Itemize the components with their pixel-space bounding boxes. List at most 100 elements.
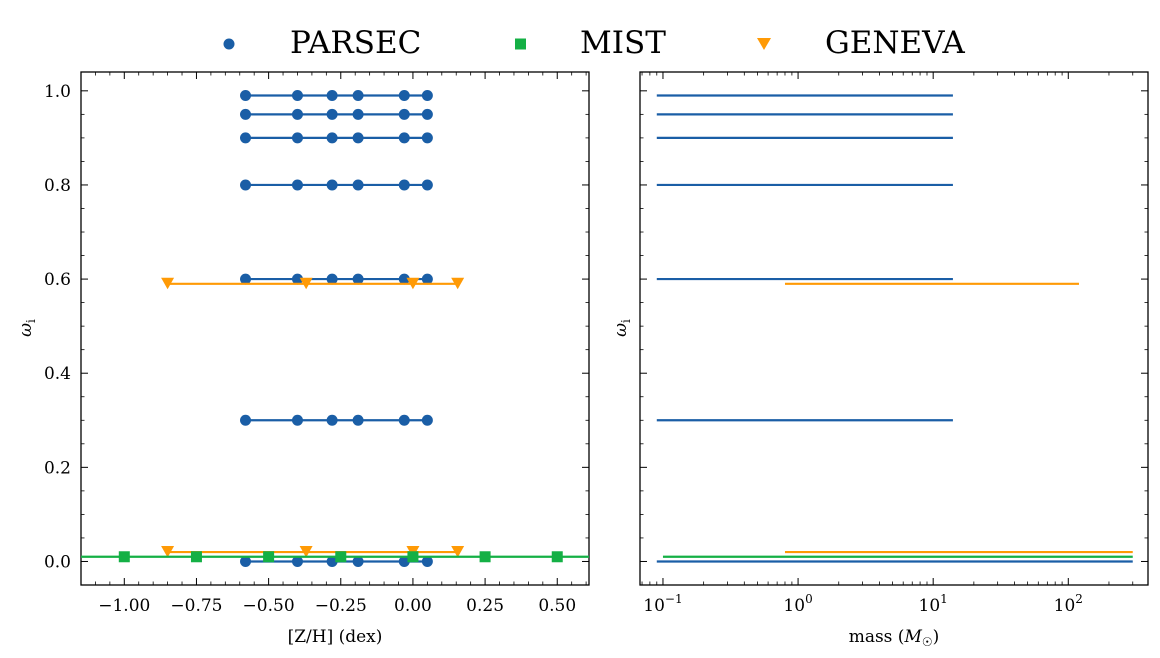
- svg-text:ωi: ωi: [611, 319, 633, 337]
- left-y-axis-label: ωi: [16, 319, 38, 337]
- parsec-point: [352, 179, 364, 191]
- right-panel: 10−1 100 101 102 mass (M☉) ωi: [611, 71, 1149, 649]
- geneva-point: [299, 546, 313, 558]
- mist-point: [551, 551, 563, 563]
- parsec-point: [398, 273, 410, 285]
- parsec-point: [291, 179, 303, 191]
- left-x-tick-label: −0.50: [243, 596, 295, 616]
- parsec-point: [421, 132, 433, 144]
- parsec-point: [398, 108, 410, 120]
- parsec-point: [291, 555, 303, 567]
- left-tick-labels: −1.00 −0.75 −0.50 −0.25 0.00 0.25 0.50 0.0 0.2 0.…: [44, 82, 576, 616]
- left-x-tick-label: −0.75: [170, 596, 222, 616]
- parsec-point: [240, 273, 252, 285]
- parsec-point: [421, 273, 433, 285]
- parsec-point: [240, 108, 252, 120]
- left-x-tick-label: −1.00: [98, 596, 150, 616]
- mist-point: [263, 551, 275, 563]
- left-series-mist: [81, 551, 589, 563]
- parsec-point: [398, 414, 410, 426]
- geneva-point: [161, 546, 175, 558]
- right-x-tick-label: 101: [919, 592, 948, 616]
- left-x-tick-label: −0.25: [315, 596, 367, 616]
- left-data: [81, 90, 589, 567]
- left-y-tick-label: 0.4: [44, 364, 71, 384]
- parsec-point: [291, 108, 303, 120]
- geneva-point: [451, 277, 465, 290]
- geneva-point: [161, 277, 175, 290]
- parsec-point: [352, 108, 364, 120]
- right-plot-frame: [639, 71, 1149, 586]
- left-plot-frame: [80, 71, 590, 586]
- parsec-point: [240, 132, 252, 144]
- parsec-point: [421, 90, 433, 102]
- parsec-point: [326, 108, 338, 120]
- parsec-point: [421, 179, 433, 191]
- parsec-point: [291, 132, 303, 144]
- left-y-tick-label: 0.0: [44, 552, 71, 572]
- legend-marker-geneva: [757, 38, 771, 50]
- parsec-point: [398, 555, 410, 567]
- right-series-parsec: [656, 94, 1133, 563]
- parsec-point: [291, 273, 303, 285]
- legend-marker-parsec: [223, 38, 235, 50]
- parsec-point: [352, 555, 364, 567]
- parsec-point: [326, 179, 338, 191]
- right-x-tick-label: 102: [1054, 592, 1083, 616]
- parsec-point: [352, 132, 364, 144]
- mist-point: [335, 551, 347, 563]
- parsec-point: [421, 555, 433, 567]
- right-x-tick-label: 10−1: [643, 592, 682, 616]
- left-y-tick-label: 0.8: [44, 176, 71, 196]
- right-series-geneva: [784, 282, 1133, 554]
- left-series-parsec: [240, 90, 433, 567]
- left-panel: −1.00 −0.75 −0.50 −0.25 0.00 0.25 0.50 0.0 0.2 0.…: [16, 71, 590, 647]
- parsec-point: [352, 414, 364, 426]
- parsec-point: [240, 179, 252, 191]
- parsec-point: [421, 108, 433, 120]
- parsec-point: [352, 90, 364, 102]
- right-x-tick-label: 100: [783, 592, 812, 616]
- parsec-point: [326, 132, 338, 144]
- legend: PARSEC MIST GENEVA: [223, 25, 965, 61]
- left-x-tick-label: 0.50: [538, 596, 576, 616]
- svg-text:ωi: ωi: [16, 319, 38, 337]
- parsec-point: [352, 273, 364, 285]
- right-x-axis-label: mass (M☉): [849, 627, 940, 649]
- left-ticks: [80, 72, 589, 586]
- legend-label-parsec: PARSEC: [290, 25, 421, 61]
- parsec-point: [398, 179, 410, 191]
- parsec-point: [240, 414, 252, 426]
- mist-point: [118, 551, 130, 563]
- left-x-tick-label: 0.25: [466, 596, 504, 616]
- geneva-point: [451, 546, 465, 558]
- parsec-point: [326, 90, 338, 102]
- left-series-geneva: [161, 277, 465, 558]
- mist-point: [407, 551, 419, 563]
- mist-point: [479, 551, 491, 563]
- right-data: [656, 94, 1133, 563]
- right-ticks: [640, 72, 1148, 586]
- left-y-tick-label: 0.2: [44, 458, 71, 478]
- left-y-tick-label: 1.0: [44, 82, 71, 102]
- left-x-axis-label: [Z/H] (dex): [288, 627, 383, 647]
- parsec-point: [326, 414, 338, 426]
- right-tick-labels: 10−1 100 101 102: [643, 592, 1083, 616]
- parsec-point: [291, 414, 303, 426]
- parsec-point: [240, 555, 252, 567]
- left-y-tick-label: 0.6: [44, 270, 71, 290]
- parsec-point: [291, 90, 303, 102]
- legend-label-geneva: GENEVA: [825, 25, 965, 61]
- parsec-point: [398, 132, 410, 144]
- mist-point: [190, 551, 202, 563]
- parsec-point: [240, 90, 252, 102]
- right-y-axis-label: ωi: [611, 319, 633, 337]
- parsec-point: [398, 90, 410, 102]
- legend-marker-mist: [515, 38, 526, 50]
- left-x-tick-label: 0.00: [394, 596, 432, 616]
- legend-label-mist: MIST: [580, 25, 666, 61]
- parsec-point: [421, 414, 433, 426]
- geneva-point: [406, 277, 420, 290]
- parsec-point: [326, 273, 338, 285]
